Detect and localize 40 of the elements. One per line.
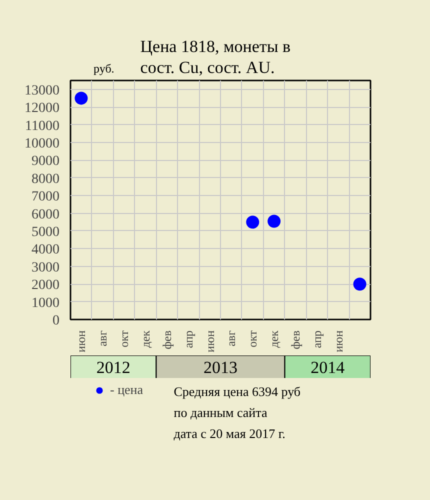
x-tick-label: фев [160,330,174,350]
y-tick-label: 12000 [24,101,60,116]
y-tick-label: 11000 [25,118,60,134]
text: по данным сайта [174,405,268,420]
x-tick-label: окт [117,330,132,348]
y-tick-label: 6000 [32,207,60,222]
y-tick-label: 13000 [24,83,60,98]
y-tick-label: 3000 [32,260,60,276]
text: 2013 [204,358,238,377]
x-tick-label: июн [331,330,346,352]
y-tick-label: 2000 [32,278,60,294]
y-tick-label: 5000 [32,224,60,240]
y-tick-label: 7000 [32,190,60,205]
x-tick-label: фев [288,330,302,350]
point [268,214,281,228]
chart-title: Цена 1818, монеты в сост. Cu, сост. AU. [140,37,291,77]
point [353,278,366,291]
x-tick-label: окт [246,330,260,348]
text: дата с 20 мая 2017 г. [174,426,286,441]
point [246,216,260,229]
legend-label: - цена [110,382,144,398]
y-tick-label: 9000 [32,154,60,170]
x-tick-label: дек [267,330,282,348]
point [74,92,88,105]
x-tick-label: авг [224,330,238,346]
x-tick-label: дек [138,330,152,348]
y-tick-label: 0 [52,314,60,328]
y-axis-title: руб. [94,62,114,76]
y-tick-label: 4000 [32,242,60,258]
y-tick-label: 8000 [32,172,60,187]
x-tick-label: июн [202,330,217,352]
text: 2014 [310,358,346,377]
y-tick-label: 10000 [24,136,60,152]
x-tick-label: июн [74,330,88,352]
text: 2012 [96,358,130,377]
x-tick-label: апр [310,330,324,348]
text: Средняя цена 6394 руб [174,384,301,399]
y-tick-label: 1000 [32,296,60,311]
x-tick-label: авг [96,330,110,346]
x-tick-label: апр [181,330,196,348]
